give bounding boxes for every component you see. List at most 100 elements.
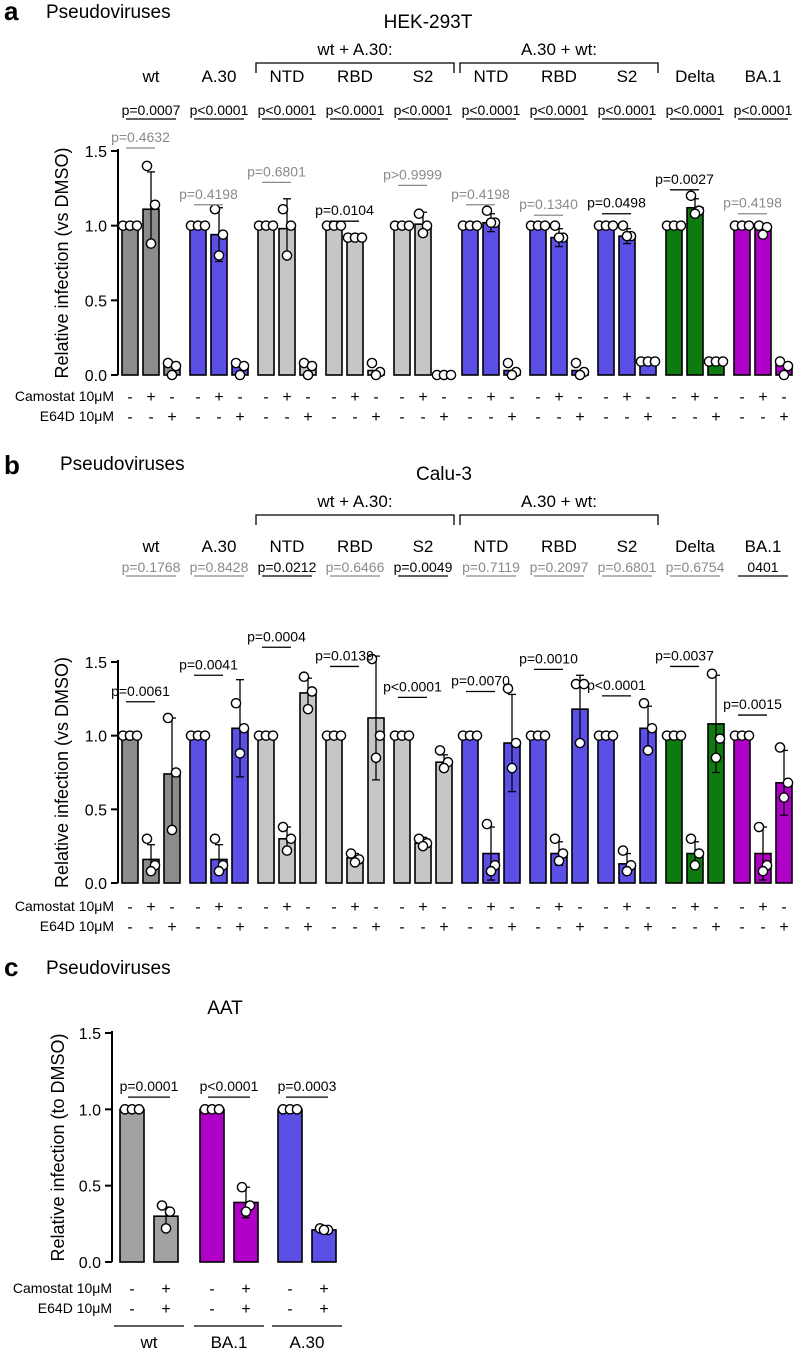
data-point	[485, 217, 497, 228]
y-tick-label: 1.5	[85, 655, 107, 672]
treatment-symbol: -	[781, 899, 786, 916]
treatment-symbol: -	[441, 899, 446, 916]
treatment-symbol: +	[371, 919, 380, 936]
group-label: S2	[413, 537, 434, 556]
treatment-symbol: -	[287, 1281, 292, 1298]
data-point	[285, 220, 297, 231]
p-value-label: p=0.0001	[120, 1078, 179, 1094]
treatment-symbol: +	[439, 919, 448, 936]
data-point	[170, 360, 182, 372]
data-point	[209, 203, 221, 215]
treatment-symbol: -	[209, 1281, 214, 1298]
data-point	[717, 356, 729, 367]
treatment-symbol: -	[399, 899, 404, 916]
treatment-symbol: +	[303, 919, 312, 936]
treatment-symbol: -	[556, 409, 561, 426]
treatment-symbol: +	[418, 899, 427, 916]
data-point	[349, 857, 361, 868]
data-point	[164, 1206, 176, 1217]
bar	[550, 236, 568, 376]
treatment-symbol: -	[739, 389, 744, 406]
treatment-symbol: +	[319, 1281, 328, 1298]
bar	[461, 224, 479, 376]
p-value-label: p<0.0001	[462, 102, 521, 118]
treatment-row-label: Camostat 10μM	[13, 1280, 112, 1296]
p-value-label: p=0.0037	[655, 647, 714, 663]
p-value-label: p=0.6801	[247, 163, 306, 179]
data-point	[131, 730, 143, 741]
data-point	[481, 205, 493, 217]
treatment-symbol: -	[129, 1301, 134, 1318]
data-point	[778, 792, 790, 803]
data-point	[445, 369, 457, 381]
data-point	[160, 1223, 172, 1234]
p-value-label: p=0.8428	[190, 559, 249, 575]
data-point	[502, 683, 514, 694]
treatment-symbol: -	[195, 899, 200, 916]
data-point	[485, 865, 497, 877]
group-label: wt	[140, 1333, 158, 1352]
bar	[325, 224, 343, 376]
treatment-symbol: +	[146, 389, 155, 406]
treatment-symbol: -	[467, 919, 472, 936]
data-point	[502, 357, 514, 369]
data-point	[757, 865, 769, 877]
treatment-symbol: -	[535, 389, 540, 406]
p-value-label: p=0.0070	[451, 672, 510, 688]
p-value-label: p=0.0041	[179, 656, 238, 672]
p-value-label: p=0.1768	[122, 559, 181, 575]
bar	[435, 761, 453, 884]
group-bracket-label: wt + A.30:	[316, 40, 392, 59]
data-point	[549, 220, 561, 231]
data-point	[710, 752, 722, 764]
treatment-symbol: +	[282, 899, 291, 916]
data-point	[438, 762, 450, 774]
data-point	[675, 730, 687, 741]
panel-c-chart: 0.0 0.5 1.0 1.5 Relative infection (to DMSO)…	[13, 1026, 342, 1352]
panel-a-subtitle: Pseudoviruses	[46, 2, 171, 23]
group-label: A.30	[202, 537, 237, 556]
data-point	[238, 723, 250, 734]
treatment-row-label: Camostat 10μM	[15, 898, 114, 914]
bar	[754, 227, 772, 376]
data-point	[607, 220, 619, 231]
data-point	[417, 840, 429, 852]
p-value-label: 0401	[747, 559, 778, 575]
group-label: A.30	[290, 1333, 325, 1352]
data-point	[285, 833, 297, 845]
data-point	[506, 369, 518, 381]
treatment-symbol: -	[127, 919, 132, 936]
p-value-label: p<0.0001	[598, 102, 657, 118]
treatment-symbol: +	[418, 389, 427, 406]
treatment-symbol: -	[148, 409, 153, 426]
data-point	[774, 742, 786, 753]
data-point	[778, 369, 790, 381]
treatment-symbol: -	[127, 409, 132, 426]
treatment-symbol: -	[209, 1301, 214, 1318]
group-label: NTD	[474, 67, 509, 86]
treatment-symbol: -	[645, 389, 650, 406]
data-point	[145, 238, 157, 249]
treatment-symbol: -	[556, 919, 561, 936]
group-bracket	[459, 62, 659, 73]
bar	[257, 224, 275, 376]
treatment-symbol: -	[624, 919, 629, 936]
bar	[665, 734, 683, 884]
treatment-symbol: -	[577, 389, 582, 406]
data-point	[162, 712, 174, 724]
treatment-symbol: -	[263, 409, 268, 426]
data-point	[685, 190, 697, 202]
data-point	[743, 220, 755, 231]
data-point	[302, 703, 314, 715]
bar	[393, 734, 411, 884]
treatment-symbol: -	[195, 389, 200, 406]
data-point	[234, 369, 246, 381]
data-point	[199, 220, 211, 231]
treatment-symbol: +	[350, 389, 359, 406]
treatment-symbol: -	[148, 919, 153, 936]
treatment-symbol: +	[282, 389, 291, 406]
treatment-symbol: -	[603, 409, 608, 426]
data-point	[553, 855, 565, 867]
group-label: S2	[413, 67, 434, 86]
data-point	[553, 232, 565, 243]
